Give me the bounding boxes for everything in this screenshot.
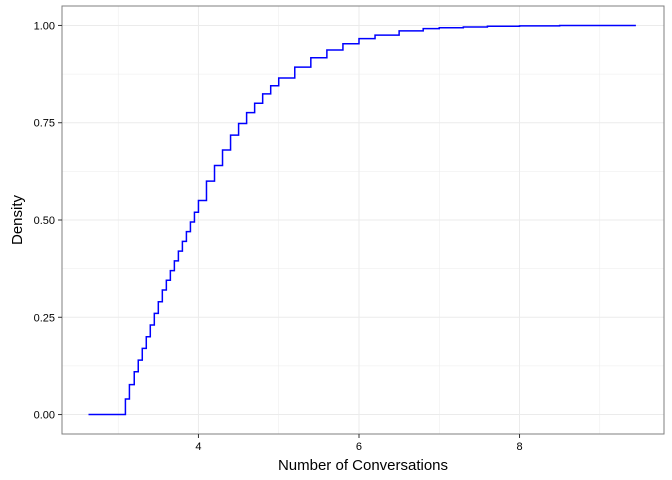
series-layer (88, 24, 636, 416)
x-tick-label: 4 (195, 441, 201, 453)
cdf-series-line (88, 24, 636, 416)
grid-lines (62, 6, 664, 434)
y-tick-label: 1.00 (34, 20, 55, 32)
y-axis-title: Density (9, 194, 26, 245)
y-tick-label: 0.25 (34, 312, 55, 324)
axis-layer: 4 6 8 0.00 0.25 0.50 0.75 1.00 (34, 20, 523, 453)
x-tick-label: 6 (356, 441, 362, 453)
x-axis-title: Number of Conversations (278, 457, 448, 474)
y-tick-label: 0.00 (34, 410, 55, 422)
x-tick-label: 8 (516, 441, 522, 453)
y-tick-label: 0.50 (34, 215, 55, 227)
y-tick-label: 0.75 (34, 118, 55, 130)
